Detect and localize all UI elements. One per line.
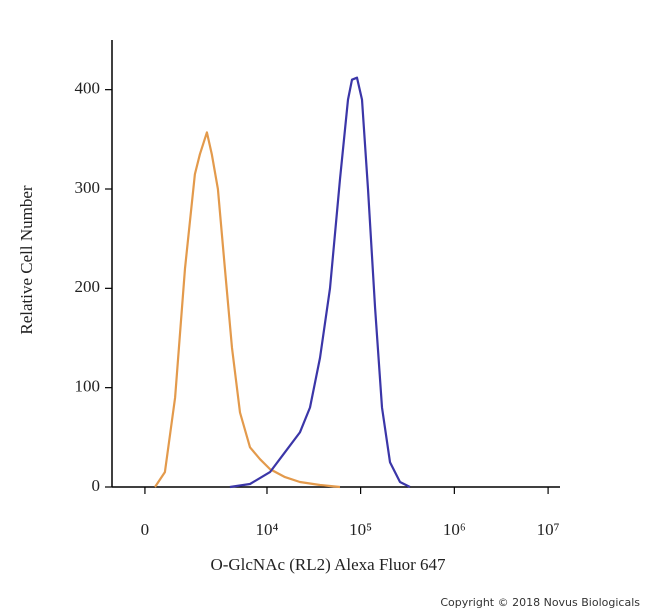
y-tick-label: 100 <box>75 377 101 396</box>
x-tick-label: 10⁶ <box>443 520 466 539</box>
x-tick-label: 0 <box>141 520 150 539</box>
x-tick-label: 10⁴ <box>256 520 279 539</box>
y-tick-label: 0 <box>92 476 101 495</box>
y-tick-label: 200 <box>75 277 101 296</box>
x-tick-label: 10⁷ <box>537 520 560 539</box>
histogram-line <box>229 76 411 489</box>
y-axis-label: Relative Cell Number <box>17 185 36 335</box>
x-tick-label: 10⁵ <box>349 520 372 539</box>
histogram-line <box>154 131 341 489</box>
copyright: Copyright © 2018 Novus Biologicals <box>440 596 640 609</box>
y-tick-label: 400 <box>75 79 101 98</box>
x-axis-label: O-GlcNAc (RL2) Alexa Fluor 647 <box>210 555 446 574</box>
y-tick-label: 300 <box>75 178 101 197</box>
